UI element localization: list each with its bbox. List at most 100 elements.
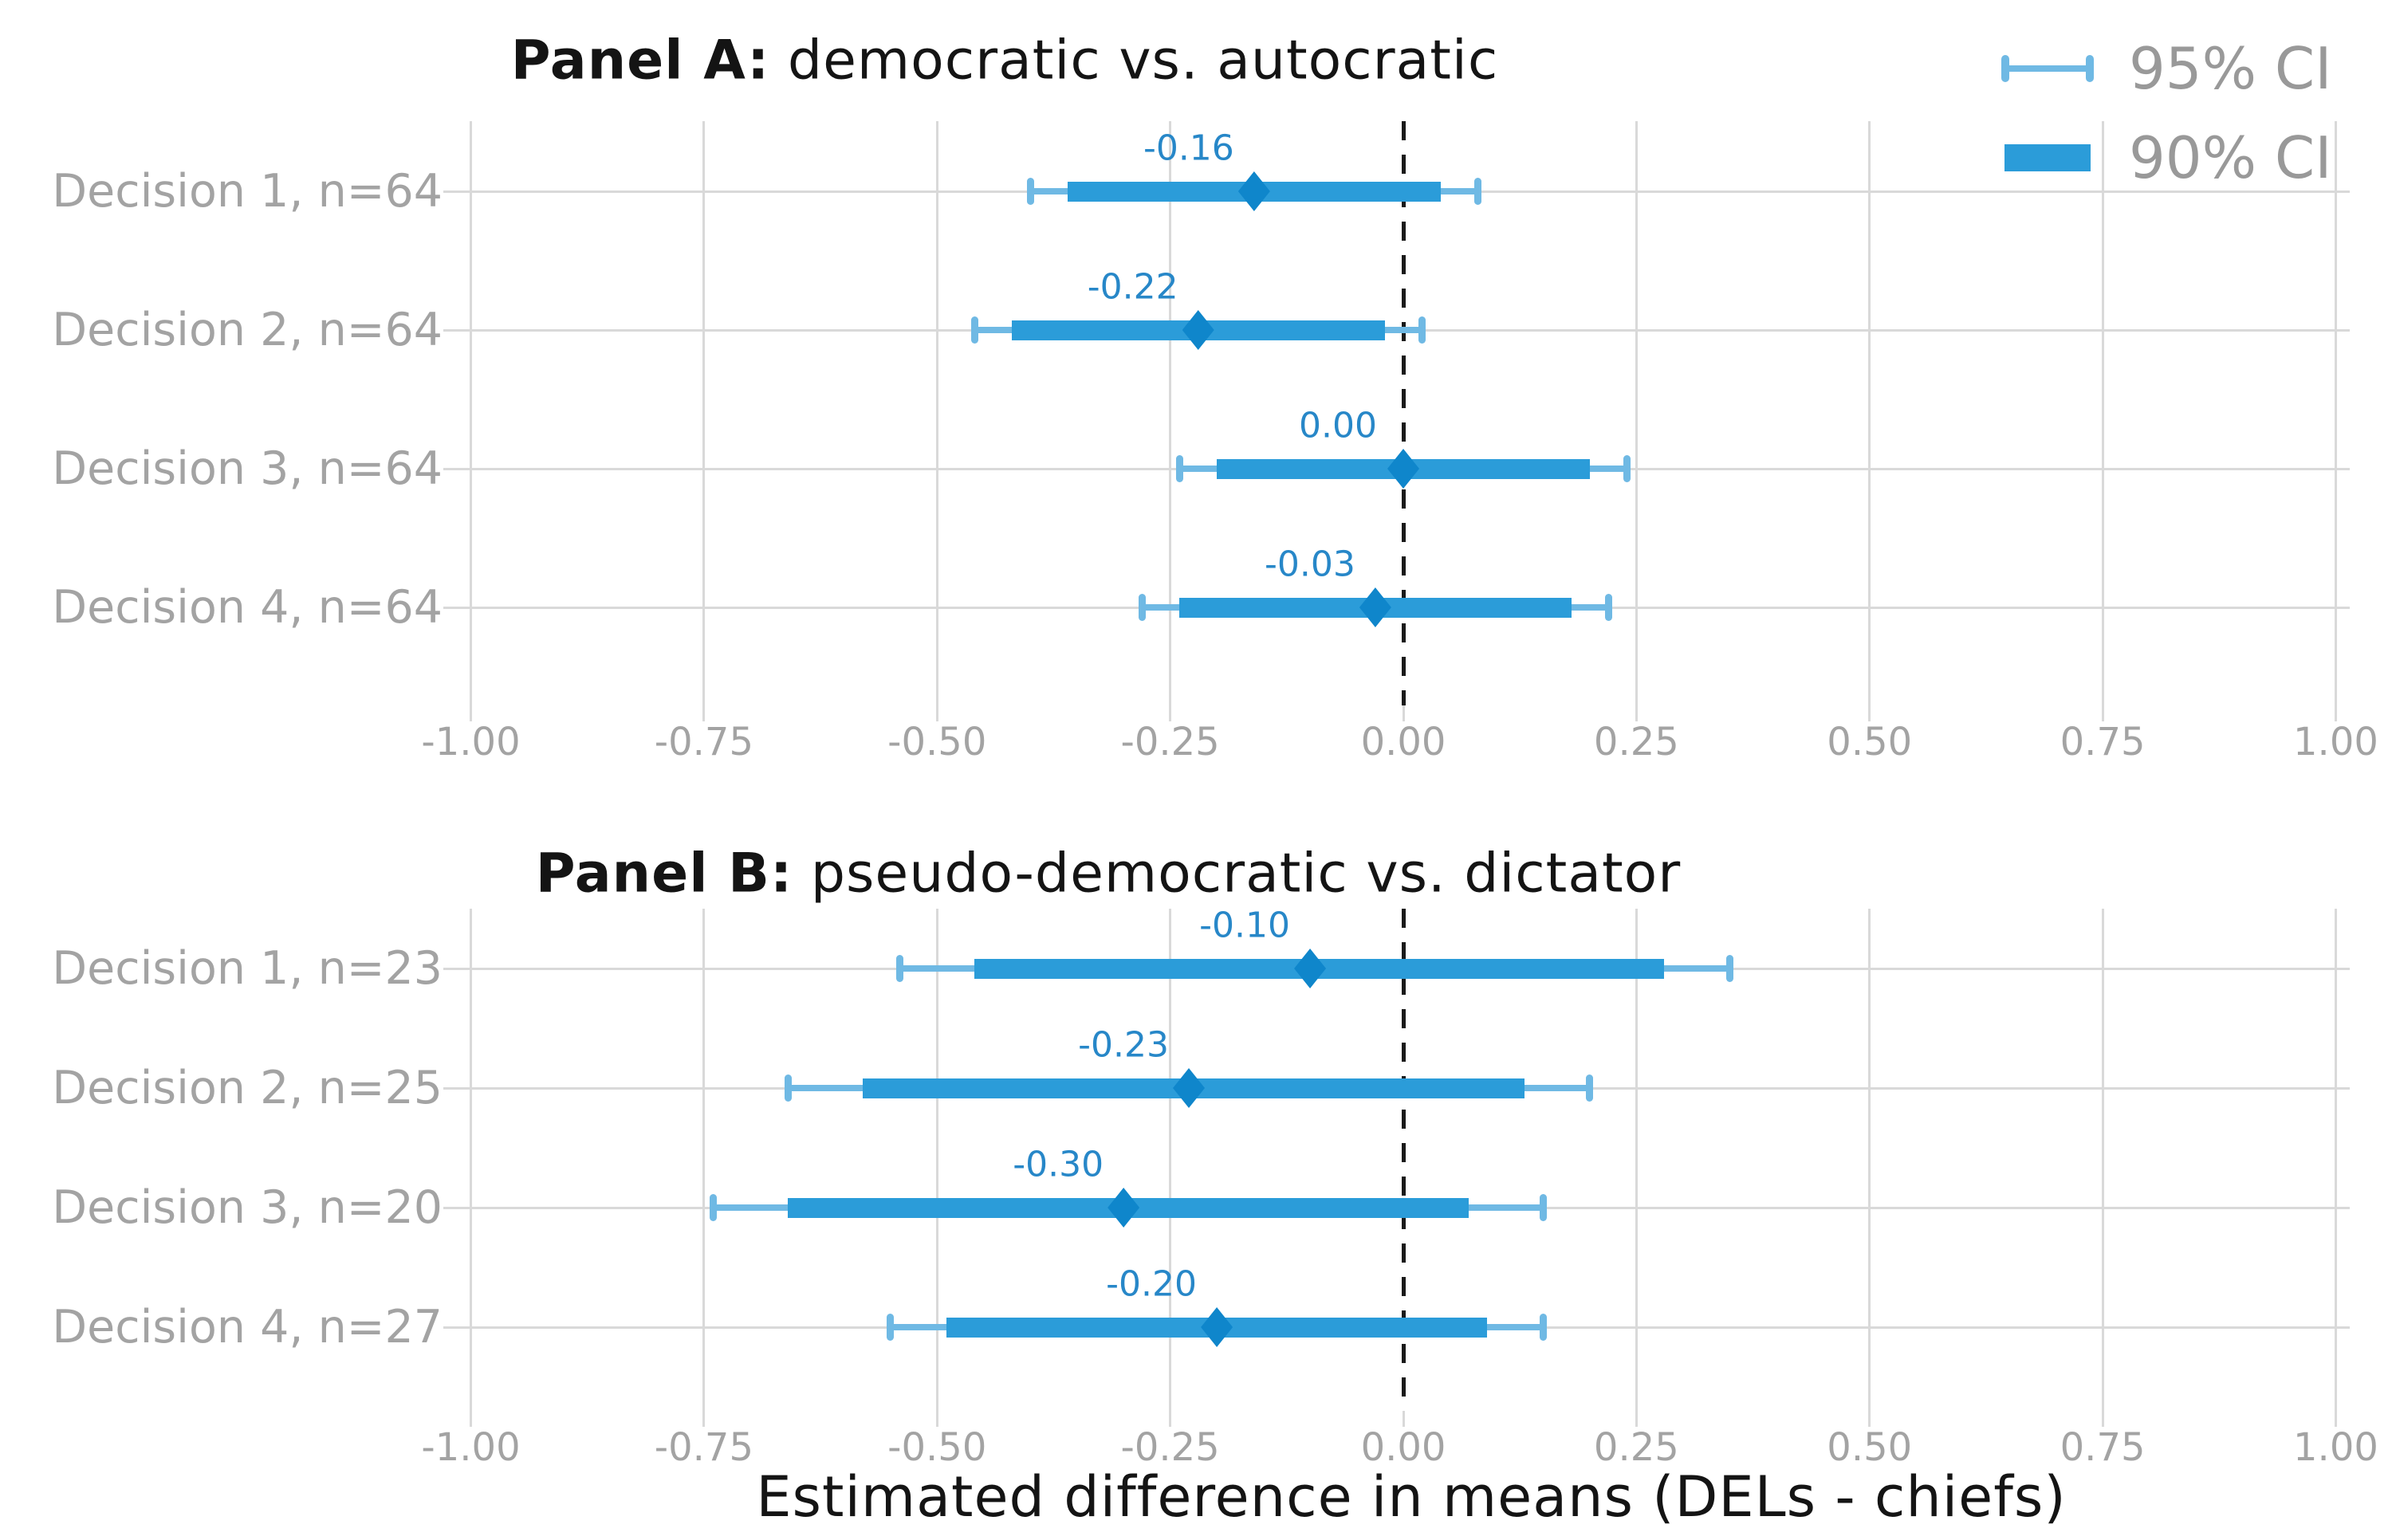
point-estimate-diamond — [1237, 171, 1270, 211]
x-tick-label: 0.00 — [1360, 720, 1446, 764]
legend-item-95ci: 95% CI — [2001, 24, 2331, 113]
x-tick-mark — [935, 1411, 938, 1427]
y-tick-mark — [443, 190, 457, 193]
y-tick-mark — [443, 967, 457, 970]
gridline — [935, 909, 938, 1411]
point-estimate-diamond — [1387, 449, 1419, 489]
estimate-value-label: -0.22 — [1087, 266, 1178, 308]
estimate-value-label: -0.10 — [1199, 905, 1290, 946]
ci-95-cap-left — [887, 1314, 895, 1341]
ci-95-cap-right — [1474, 178, 1482, 205]
gridline — [1868, 121, 1871, 705]
error-bar-icon — [2001, 45, 2094, 92]
gridline — [2334, 121, 2337, 705]
y-tick-mark — [443, 1206, 457, 1209]
estimate-value-label: -0.30 — [1013, 1144, 1104, 1185]
ci-95-cap-left — [1026, 178, 1034, 205]
x-tick-mark — [935, 705, 938, 721]
ci-95-cap-left — [710, 1194, 718, 1221]
x-tick-label: -1.00 — [421, 1425, 521, 1470]
y-tick-mark — [443, 1326, 457, 1329]
y-tick-mark — [443, 606, 457, 609]
ci-95-cap-right — [1725, 955, 1733, 982]
x-tick-label: -0.50 — [887, 720, 987, 764]
legend: 95% CI 90% CI — [2001, 24, 2331, 202]
y-axis-label: Decision 4, n=27 — [52, 1301, 443, 1353]
zero-reference-line — [1401, 909, 1406, 1411]
x-tick-label: 0.50 — [1827, 720, 1913, 764]
estimate-value-label: -0.03 — [1264, 544, 1355, 585]
ci-95-cap-right — [1418, 316, 1426, 344]
y-tick-mark — [443, 1086, 457, 1090]
thick-bar-icon — [2001, 134, 2094, 182]
ci-95-cap-left — [1175, 455, 1183, 482]
x-tick-mark — [470, 1411, 473, 1427]
gridline — [470, 121, 473, 705]
panel-a-title: Panel A: democratic vs. autocratic — [511, 29, 1498, 92]
gridline — [702, 909, 706, 1411]
gridline — [470, 909, 473, 1411]
gridline — [1169, 909, 1172, 1411]
x-tick-label: -0.75 — [654, 1425, 754, 1470]
x-tick-mark — [1169, 1411, 1172, 1427]
x-tick-label: -0.25 — [1120, 720, 1220, 764]
x-tick-mark — [2334, 1411, 2337, 1427]
gridline — [1635, 909, 1638, 1411]
panel-b-title: Panel B: pseudo-democratic vs. dictator — [536, 843, 1681, 906]
y-axis-label: Decision 4, n=64 — [52, 581, 443, 634]
x-tick-mark — [470, 705, 473, 721]
y-tick-mark — [443, 328, 457, 332]
x-tick-mark — [1635, 1411, 1638, 1427]
x-tick-label: -0.50 — [887, 1425, 987, 1470]
y-axis-label: Decision 3, n=64 — [52, 442, 443, 495]
panel-a-plot-area: -1.00 -0.75 -0.50 -0.25 0.00 0.25 0.50 0.75 1.00… — [52, 121, 2378, 764]
x-tick-mark — [702, 705, 706, 721]
gridline — [935, 121, 938, 705]
x-tick-label: 0.50 — [1827, 1425, 1913, 1470]
x-tick-mark — [1635, 705, 1638, 721]
estimate-value-label: 0.00 — [1299, 405, 1377, 446]
gridline — [2101, 121, 2104, 705]
x-tick-mark — [2101, 1411, 2104, 1427]
ci-95-cap-left — [895, 955, 903, 982]
x-tick-label: 0.25 — [1593, 1425, 1679, 1470]
gridline — [702, 121, 706, 705]
x-tick-label: 0.75 — [2060, 1425, 2146, 1470]
x-tick-label: -0.75 — [654, 720, 754, 764]
ci-95-cap-right — [1604, 594, 1612, 621]
legend-label-95ci: 95% CI — [2129, 35, 2332, 102]
point-estimate-diamond — [1294, 949, 1327, 988]
zero-reference-line — [1401, 121, 1406, 705]
x-tick-label: 0.25 — [1593, 720, 1679, 764]
point-estimate-diamond — [1201, 1307, 1233, 1347]
ci-95-cap-right — [1539, 1314, 1547, 1341]
x-tick-mark — [1868, 1411, 1871, 1427]
ci-95-cap-right — [1586, 1074, 1594, 1102]
estimate-value-label: -0.16 — [1143, 128, 1234, 169]
y-tick-mark — [443, 467, 457, 470]
point-estimate-diamond — [1107, 1188, 1140, 1228]
gridline — [1868, 909, 1871, 1411]
y-axis-label: Decision 1, n=23 — [52, 942, 443, 995]
gridline — [2334, 909, 2337, 1411]
ci-95-cap-left — [784, 1074, 792, 1102]
x-tick-label: 0.00 — [1360, 1425, 1446, 1470]
ci-95-cap-left — [1139, 594, 1147, 621]
x-tick-label: 1.00 — [2293, 1425, 2378, 1470]
ci-95-cap-left — [970, 316, 978, 344]
panel-a-title-rest: democratic vs. autocratic — [769, 29, 1499, 92]
y-axis-label: Decision 1, n=64 — [52, 165, 443, 218]
x-tick-label: 0.75 — [2060, 720, 2146, 764]
panel-b-plot-area: -1.00 -0.75 -0.50 -0.25 0.00 0.25 0.50 0.75 1.00… — [52, 905, 2378, 1471]
gridline — [1635, 121, 1638, 705]
x-tick-mark — [2101, 705, 2104, 721]
x-tick-mark — [1402, 705, 1405, 721]
y-axis-label: Decision 3, n=20 — [52, 1181, 443, 1234]
ci-95-cap-right — [1623, 455, 1631, 482]
gridline — [2101, 909, 2104, 1411]
x-tick-mark — [702, 1411, 706, 1427]
panel-b-title-prefix: Panel B: — [535, 842, 793, 906]
point-estimate-diamond — [1359, 587, 1391, 627]
x-tick-mark — [1402, 1411, 1405, 1427]
